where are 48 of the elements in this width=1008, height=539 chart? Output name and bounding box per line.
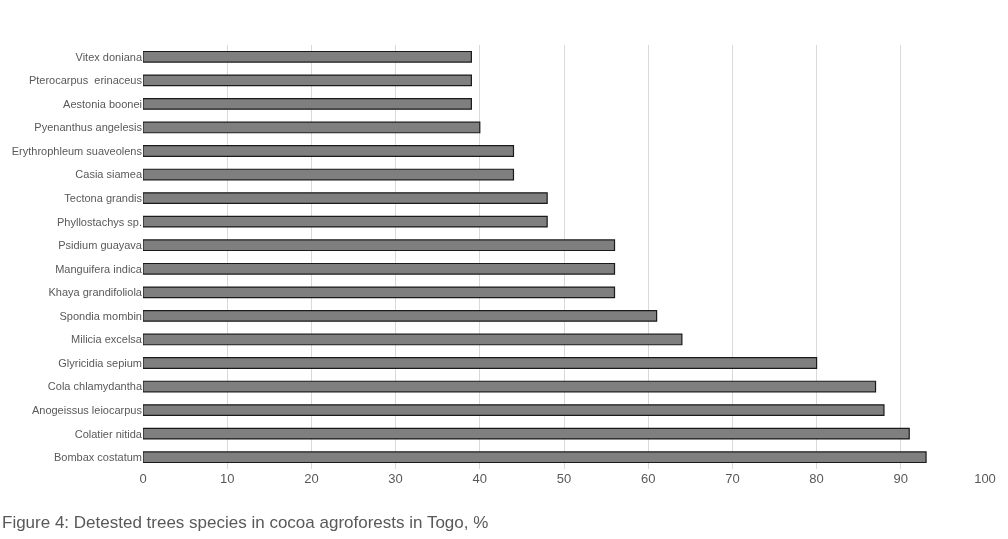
bar — [143, 451, 927, 464]
bar — [143, 192, 548, 205]
bar — [143, 239, 616, 252]
text: Figure 4: Detested trees species in cocoa agroforests in Togo, % — [2, 513, 489, 532]
x-tick-label: 0 — [139, 471, 147, 486]
bar — [143, 121, 481, 134]
y-tick-label: Vitex doniana — [75, 50, 143, 63]
x-tick-label: 10 — [219, 471, 235, 486]
bar — [143, 97, 472, 110]
y-tick-label: Aestonia boonei — [63, 97, 142, 110]
bar — [143, 168, 515, 181]
x-tick-label: 20 — [304, 471, 319, 486]
x-tick-label: 50 — [556, 471, 572, 486]
x-tick-label: 100 — [974, 471, 996, 486]
y-tick-label: Bombax costatum — [53, 451, 142, 464]
y-tick-label: Colatier nitida — [74, 427, 143, 440]
y-tick-label: Anogeissus leiocarpus — [31, 403, 143, 416]
x-tick-label: 60 — [640, 471, 656, 486]
y-tick-label: Cola chlamydantha — [47, 380, 143, 393]
y-tick-label: Pterocarpus erinaceus — [28, 74, 143, 87]
y-tick-label: Tectona grandis — [64, 191, 143, 204]
x-tick-label: 70 — [725, 471, 740, 486]
bar — [143, 333, 683, 346]
y-tick-label: Phyllostachys sp. — [57, 215, 142, 228]
y-tick-label: Spondia mombin — [59, 309, 142, 322]
bar — [143, 215, 548, 228]
bar — [143, 309, 658, 322]
bar — [143, 145, 515, 157]
y-tick-label: Khaya grandifoliola — [48, 286, 143, 299]
bar — [143, 357, 818, 369]
bar — [143, 74, 472, 87]
x-tick-label: 40 — [472, 471, 488, 486]
bar — [143, 380, 877, 393]
x-tick-label: 30 — [388, 471, 403, 486]
bar — [143, 50, 472, 63]
y-tick-label: Manguifera indica — [55, 262, 143, 275]
y-tick-label: Erythrophleum suaveolens — [11, 144, 143, 157]
y-tick-label: Glyricidia sepium — [58, 356, 142, 369]
y-tick-label: Milicia excelsa — [71, 333, 143, 346]
bar — [143, 286, 616, 299]
bar — [143, 427, 910, 440]
y-tick-label: Casia siamea — [75, 168, 143, 181]
y-tick-label: Pyenanthus angelesis — [34, 121, 143, 134]
y-tick-label: Psidium guayava — [58, 239, 143, 252]
bar — [143, 404, 885, 417]
x-tick-label: 90 — [893, 471, 909, 486]
bar — [143, 262, 616, 275]
x-tick-label: 80 — [809, 471, 824, 486]
